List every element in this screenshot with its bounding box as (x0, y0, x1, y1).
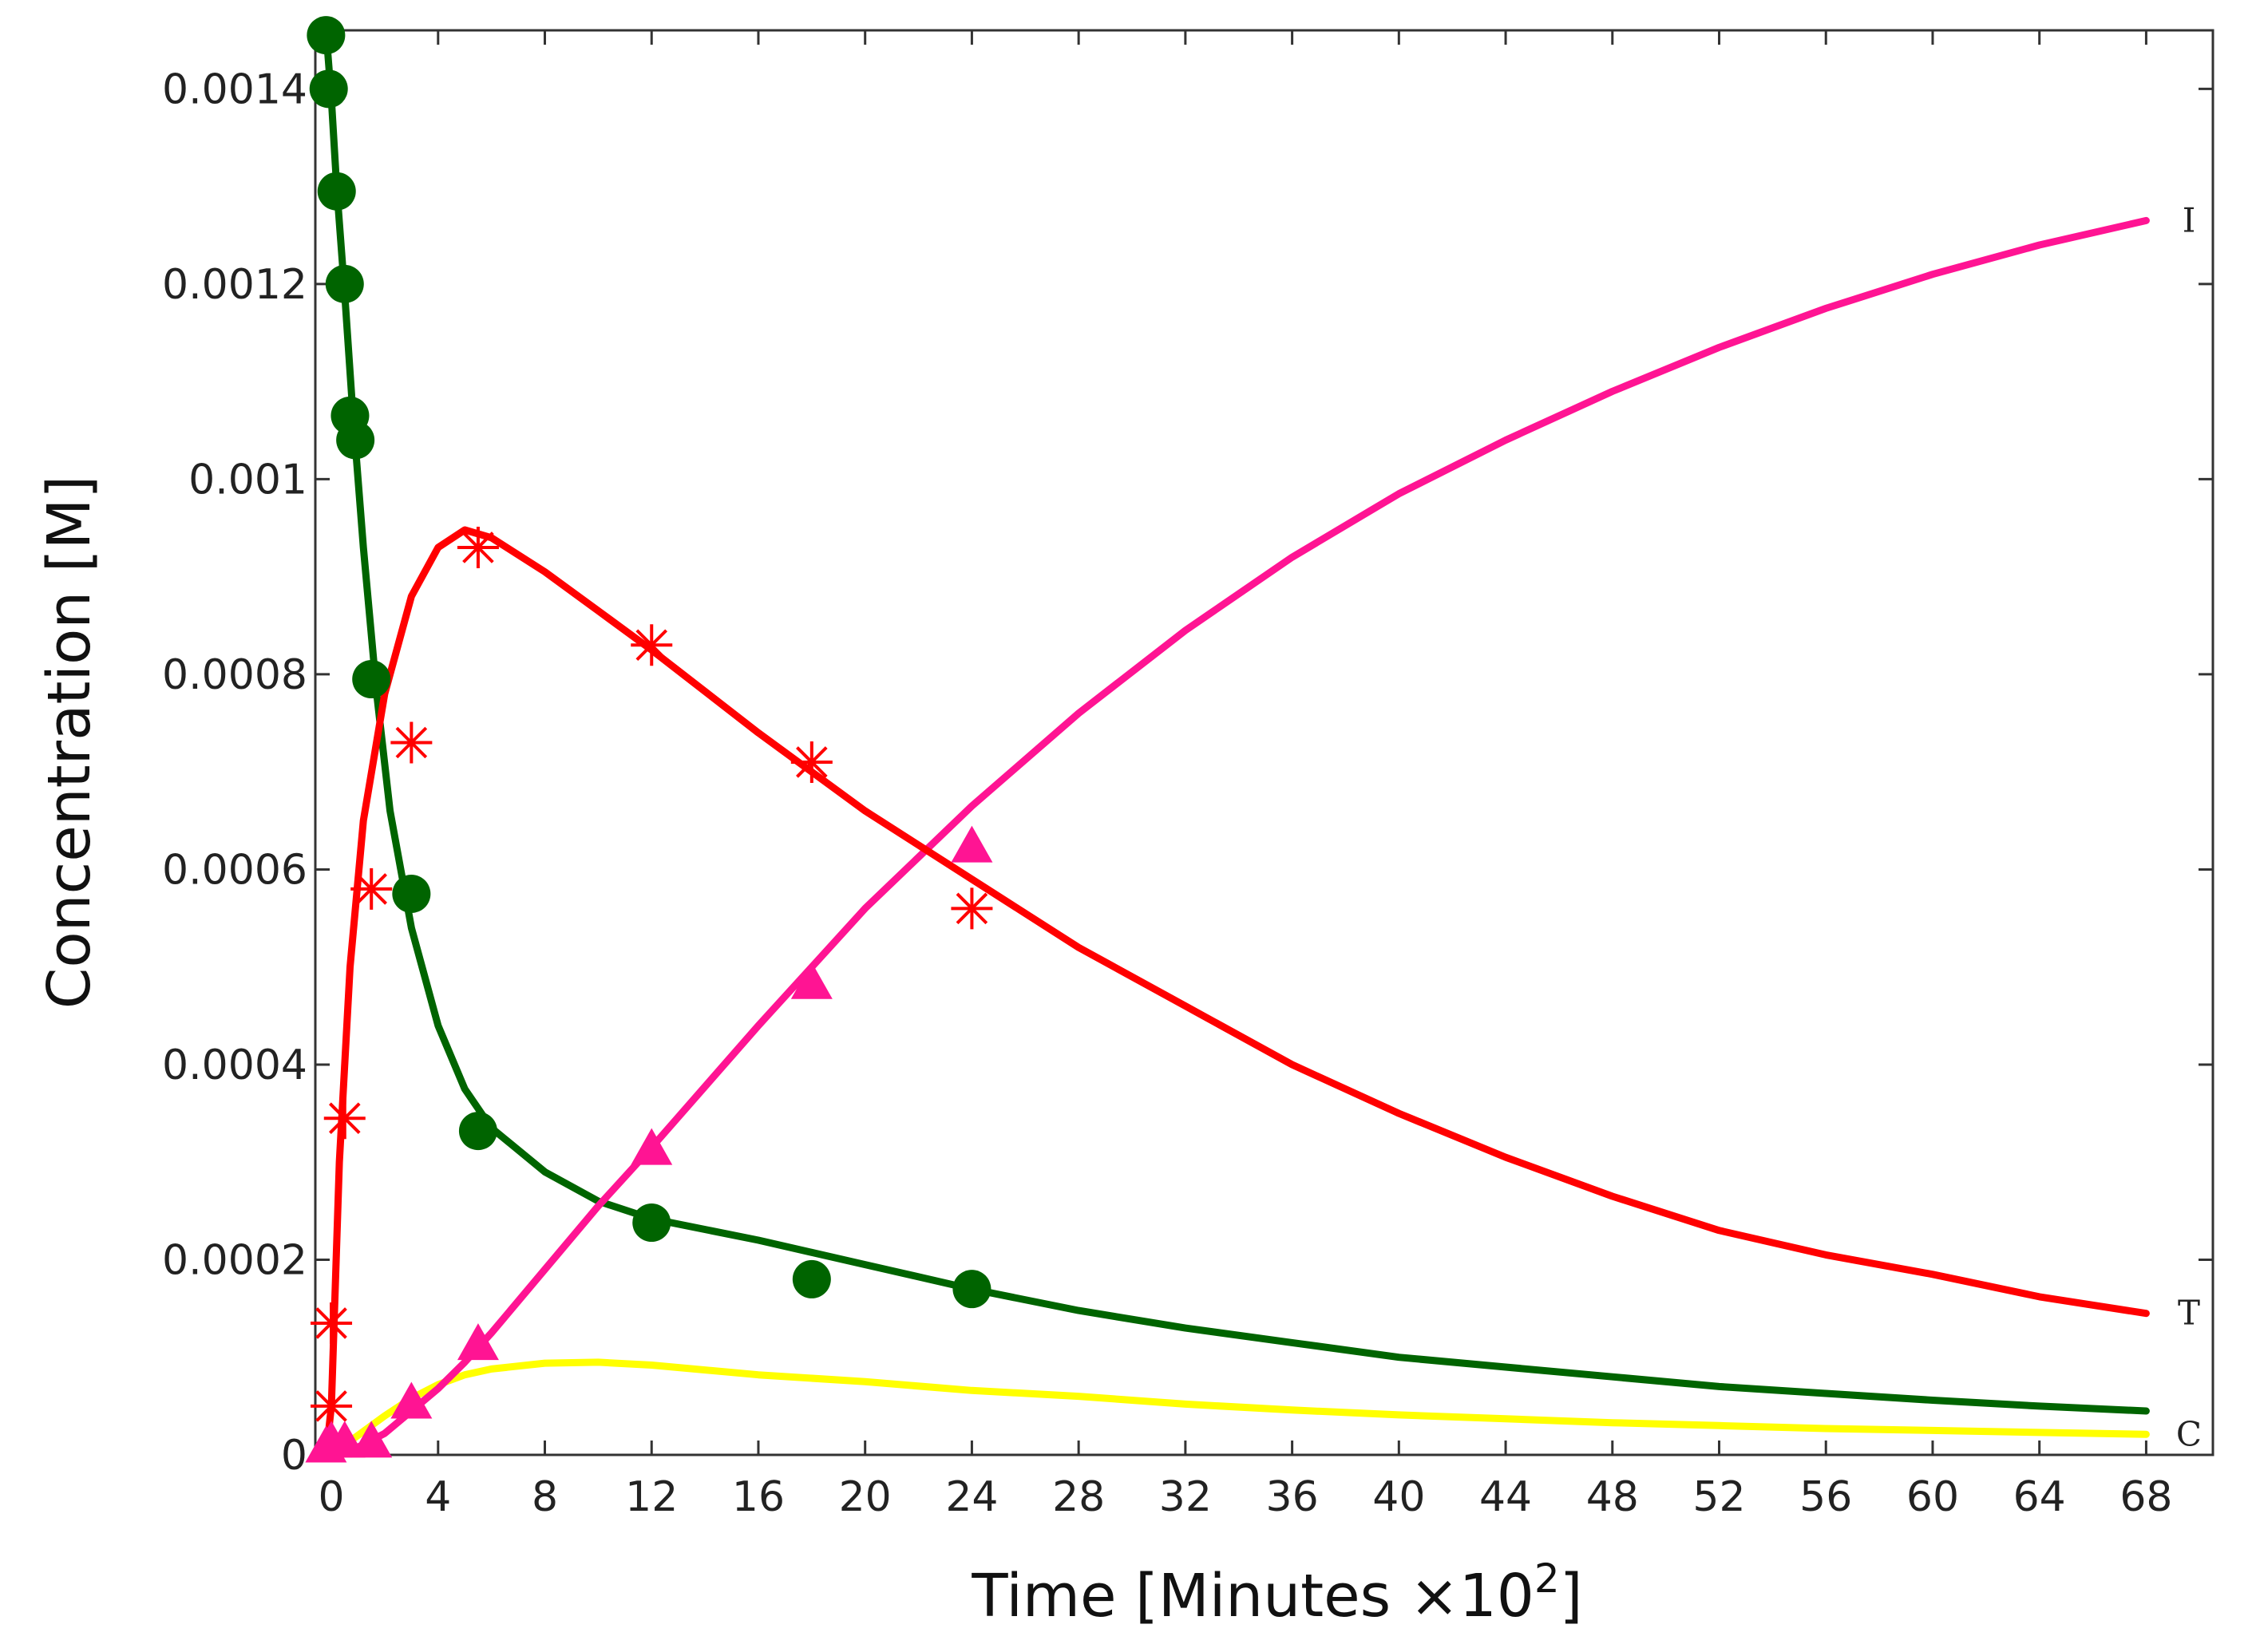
series-end-label: I (2183, 200, 2196, 239)
asterisk-stroke (956, 892, 988, 925)
x-tick-label: 60 (1906, 1473, 1959, 1521)
x-tick-label: 24 (945, 1473, 998, 1521)
x-tick-label: 12 (625, 1473, 678, 1521)
x-axis-ticks: 0 4 8 12 16 20 24 28 32 36 40 44 48 52 56 60 64 68 (319, 30, 2173, 1521)
plot-frame (314, 29, 2214, 1456)
x-tick-label: 28 (1052, 1473, 1105, 1521)
data-point-asterisk (311, 1385, 353, 1427)
x-tick-label: 32 (1159, 1473, 1212, 1521)
x-tick-label: 64 (2013, 1473, 2066, 1521)
data-point-circle (952, 1270, 991, 1309)
x-axis-title-main: Time [Minutes ×10 (971, 1562, 1534, 1630)
data-point-circle (307, 16, 346, 55)
x-tick-label: 36 (1266, 1473, 1319, 1521)
asterisk-stroke (355, 873, 388, 905)
y-tick-label: 0.001 (188, 456, 307, 504)
y-tick-label: 0.0002 (162, 1236, 307, 1284)
series-end-labels: T I C (2176, 200, 2202, 1453)
x-tick-label: 44 (1479, 1473, 1532, 1521)
asterisk-stroke (395, 726, 428, 759)
data-point-circle (317, 172, 356, 211)
y-tick-label: 0.0012 (162, 261, 307, 309)
x-tick-label: 68 (2119, 1473, 2172, 1521)
series-markers (305, 16, 993, 1463)
x-axis-title: Time [Minutes ×102] (971, 1555, 1582, 1630)
x-tick-label: 0 (319, 1473, 345, 1521)
data-point-circle (632, 1203, 671, 1243)
data-point-triangle (390, 1381, 433, 1419)
data-point-triangle (323, 1421, 366, 1458)
series-end-label: T (2178, 1294, 2200, 1333)
data-point-circle (792, 1259, 831, 1298)
data-point-circle (325, 264, 364, 303)
x-tick-label: 8 (532, 1473, 558, 1521)
asterisk-stroke (635, 629, 668, 662)
asterisk-stroke (328, 1102, 361, 1135)
asterisk-stroke (462, 532, 494, 563)
data-point-circle (392, 875, 431, 914)
data-point-asterisk (390, 721, 433, 764)
y-tick-label: 0.0006 (162, 846, 307, 894)
y-axis-ticks: 0 0.0002 0.0004 0.0006 0.0008 0.001 0.0012 0.00… (162, 65, 2213, 1480)
data-point-circle (309, 69, 348, 109)
y-tick-label: 0.0014 (162, 65, 307, 113)
y-tick-label: 0.0004 (162, 1041, 307, 1089)
y-axis-title: Concentration [M] (35, 476, 104, 1010)
x-tick-label: 40 (1372, 1473, 1425, 1521)
data-point-asterisk (790, 741, 833, 783)
x-axis-title-close: ] (1560, 1562, 1583, 1630)
data-point-circle (352, 660, 391, 699)
x-tick-label: 4 (425, 1473, 451, 1521)
asterisk-stroke (315, 1307, 347, 1339)
data-point-asterisk (951, 887, 993, 930)
data-point-asterisk (631, 624, 673, 666)
asterisk-stroke (796, 746, 828, 778)
data-point-triangle (951, 825, 993, 863)
x-axis-title-exponent: 2 (1534, 1555, 1560, 1602)
data-point-triangle (350, 1421, 393, 1458)
x-tick-label: 48 (1586, 1473, 1639, 1521)
asterisk-stroke (315, 1390, 347, 1422)
series-line (327, 1358, 2150, 1459)
data-point-circle (336, 421, 375, 460)
series-end-label: C (2176, 1414, 2202, 1453)
data-point-asterisk (350, 867, 393, 910)
series-line (327, 216, 2150, 1459)
data-point-triangle (790, 962, 833, 999)
data-point-circle (458, 1112, 497, 1151)
data-point-asterisk (457, 526, 499, 568)
series-curves (322, 26, 2150, 1459)
y-tick-label: 0.0008 (162, 651, 307, 699)
data-point-asterisk (311, 1302, 353, 1344)
x-tick-label: 56 (1799, 1473, 1852, 1521)
x-tick-label: 16 (732, 1473, 785, 1521)
data-point-triangle (457, 1323, 499, 1361)
series-line (322, 526, 2150, 1459)
y-tick-label: 0 (281, 1432, 307, 1480)
x-tick-label: 20 (839, 1473, 892, 1521)
data-point-triangle (631, 1128, 673, 1165)
x-tick-label: 52 (1692, 1473, 1745, 1521)
data-point-asterisk (323, 1097, 366, 1140)
